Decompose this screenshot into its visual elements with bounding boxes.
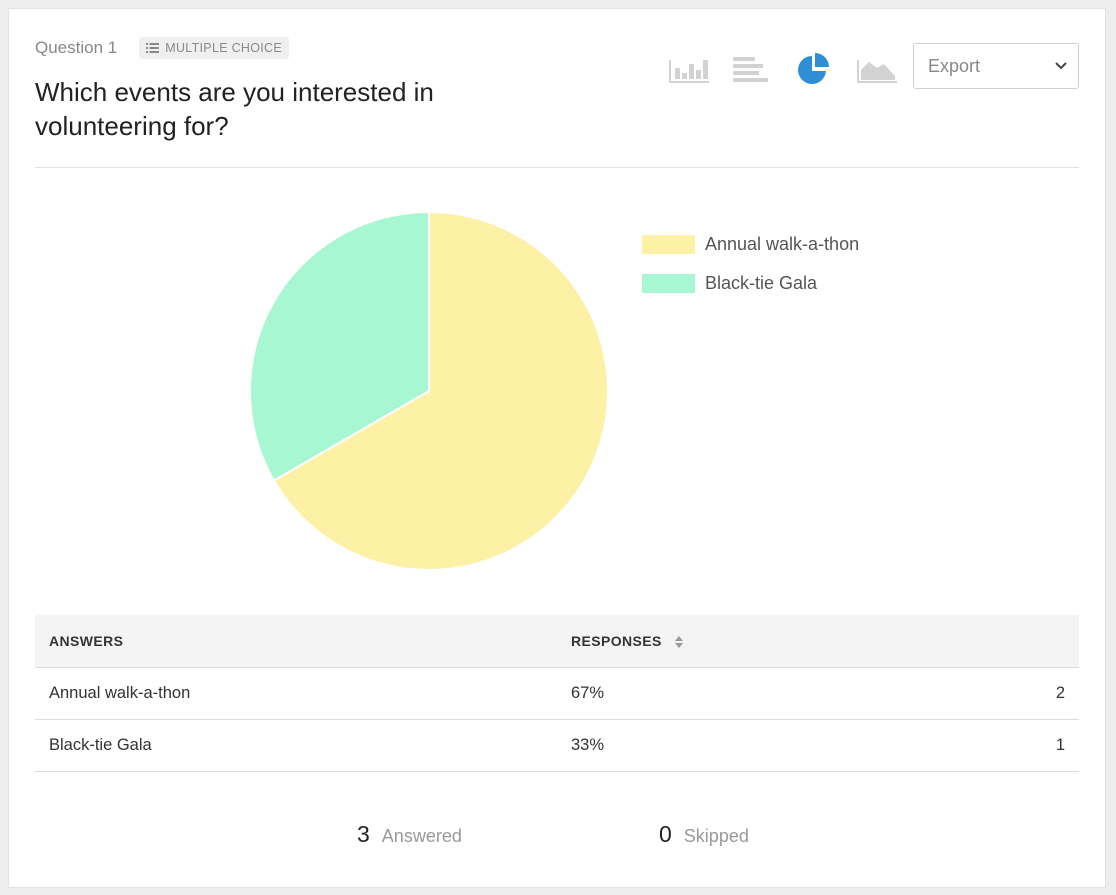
export-dropdown[interactable]: Export: [913, 43, 1079, 89]
legend-swatch: [642, 235, 695, 254]
bar-chart-button[interactable]: [667, 53, 711, 87]
header-divider: [35, 167, 1079, 168]
skipped-summary: 0 Skipped: [659, 821, 749, 848]
pie-slice-black-tie-gala[interactable]: [249, 210, 430, 482]
skipped-count: 0: [659, 821, 672, 847]
table-row: Black-tie Gala 33% 1: [35, 719, 1079, 772]
legend-item[interactable]: Annual walk-a-thon: [642, 225, 859, 264]
question-card: Question 1 MULTIPLE CHOICE Which events …: [8, 8, 1106, 888]
area-chart-button[interactable]: [855, 53, 899, 87]
chart-legend: Annual walk-a-thon Black-tie Gala: [642, 225, 859, 303]
legend-label: Annual walk-a-thon: [705, 234, 860, 254]
question-meta: Question 1 MULTIPLE CHOICE: [35, 37, 290, 59]
horizontal-bar-chart-button[interactable]: [729, 53, 773, 87]
answer-cell: Black-tie Gala: [35, 719, 557, 772]
chevron-down-icon: [1055, 62, 1067, 70]
responses-header-label: RESPONSES: [571, 632, 662, 649]
skipped-label: Skipped: [683, 826, 749, 846]
answers-table: ANSWERS RESPONSES Annual walk-a-thon 67%…: [35, 615, 1079, 772]
percent-cell: 67%: [557, 667, 971, 720]
legend-swatch: [642, 274, 695, 293]
legend-item[interactable]: Black-tie Gala: [642, 264, 859, 303]
question-type-badge: MULTIPLE CHOICE: [139, 37, 290, 59]
response-summary: 3 Answered 0 Skipped: [9, 821, 1107, 855]
bar-chart-icon: [669, 60, 709, 83]
table-row: Annual walk-a-thon 67% 2: [35, 667, 1079, 720]
question-type-label: MULTIPLE CHOICE: [165, 41, 283, 55]
question-number: Question 1: [35, 38, 118, 57]
sort-icon[interactable]: [674, 635, 684, 649]
list-icon: [146, 43, 160, 53]
count-cell: 1: [970, 719, 1079, 772]
answered-label: Answered: [381, 826, 462, 846]
pie-slice-annual-walk-a-thon[interactable]: [272, 210, 609, 571]
pie-chart-icon: [798, 53, 829, 84]
count-header: [970, 615, 1079, 668]
answered-summary: 3 Answered: [357, 821, 462, 848]
answer-cell: Annual walk-a-thon: [35, 667, 557, 720]
answered-count: 3: [357, 821, 370, 847]
answers-header: ANSWERS: [35, 615, 557, 668]
export-label: Export: [928, 55, 981, 76]
pie-chart: Annual walk-a-thon Black-tie Gala: [9, 169, 1107, 609]
legend-label: Black-tie Gala: [705, 273, 818, 293]
area-chart-icon: [857, 60, 897, 83]
question-title: Which events are you interested in volun…: [35, 77, 434, 141]
responses-header[interactable]: RESPONSES: [557, 615, 971, 668]
percent-cell: 33%: [557, 719, 971, 772]
table-header-row: ANSWERS RESPONSES: [35, 615, 1079, 668]
pie-chart-svg: [249, 210, 609, 571]
pie-chart-button[interactable]: [793, 53, 837, 87]
horizontal-bar-icon: [733, 57, 768, 82]
count-cell: 2: [970, 667, 1079, 720]
